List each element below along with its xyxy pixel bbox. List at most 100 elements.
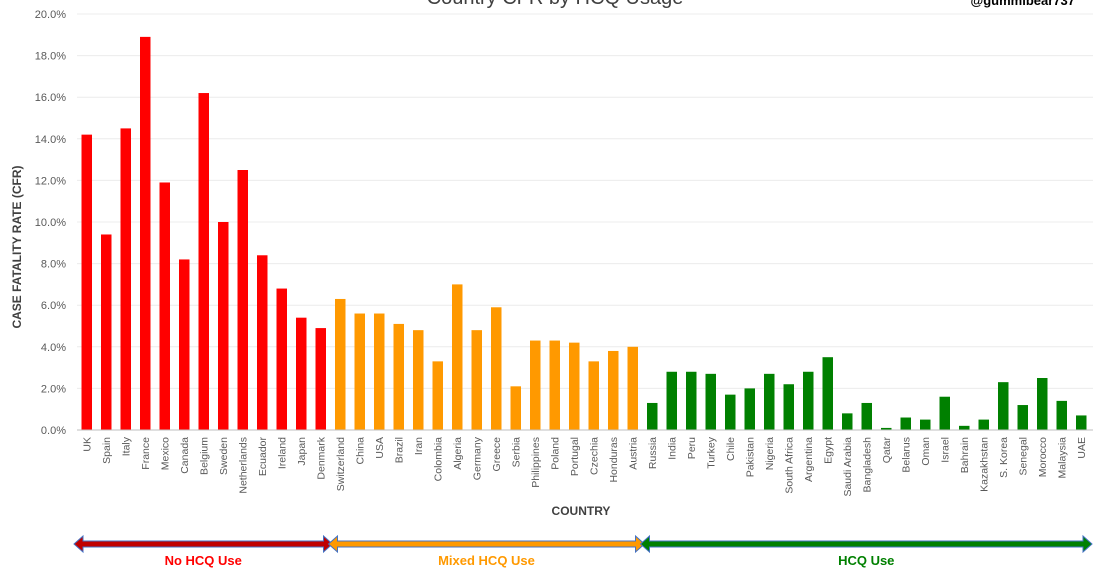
group-arrow-none	[73, 534, 334, 554]
bar	[783, 384, 794, 430]
x-tick-label: Brazil	[393, 437, 405, 463]
y-tick-label: 6.0%	[41, 300, 66, 312]
bar	[608, 350, 619, 430]
x-tick-label: China	[354, 437, 366, 465]
bar	[764, 373, 775, 430]
x-tick-label: Belarus	[900, 437, 912, 473]
x-tick-label: Iran	[413, 437, 425, 455]
x-tick-label: Portugal	[569, 437, 581, 476]
x-tick-label: Peru	[686, 437, 698, 459]
x-tick-label: Algeria	[452, 437, 464, 470]
x-tick-label: Nigeria	[764, 437, 776, 470]
x-tick-label: Saudi Arabia	[842, 437, 854, 497]
x-tick-label: Argentina	[803, 437, 815, 482]
x-tick-label: Belgium	[198, 437, 210, 475]
bar	[686, 371, 697, 430]
bar	[1037, 378, 1048, 430]
x-tick-label: USA	[374, 437, 386, 459]
x-tick-label: Malaysia	[1056, 437, 1068, 479]
bar	[1056, 400, 1067, 430]
bar	[120, 128, 131, 430]
bar	[1017, 405, 1028, 430]
x-tick-label: Japan	[296, 437, 308, 466]
bar	[861, 402, 872, 430]
x-tick-label: Italy	[120, 436, 132, 456]
gridlines	[77, 13, 1093, 389]
x-tick-label: Qatar	[881, 437, 893, 464]
x-tick-label: Oman	[920, 437, 932, 466]
bar	[725, 394, 736, 430]
x-tick-label: Morocco	[1037, 437, 1049, 477]
bar	[237, 170, 248, 430]
bar	[959, 425, 970, 430]
bar	[530, 340, 541, 430]
y-tick-label: 0.0%	[41, 425, 66, 437]
bar	[452, 284, 463, 430]
x-tick-label: Philippines	[530, 437, 542, 488]
bar	[413, 330, 424, 430]
bar	[159, 182, 170, 430]
y-tick-label: 16.0%	[35, 92, 66, 104]
x-tick-label: Austria	[627, 437, 639, 470]
y-tick-label: 20.0%	[35, 9, 66, 21]
x-tick-label: Mexico	[159, 437, 171, 470]
bar	[179, 259, 190, 430]
x-tick-label: Bangladesh	[861, 437, 873, 493]
bar	[432, 361, 443, 430]
y-tick-label: 4.0%	[41, 342, 66, 354]
x-axis-labels: UK Spain Italy France Mexico Canada Belgium Swe…	[81, 436, 1088, 497]
x-tick-label: Ecuador	[257, 436, 269, 476]
bar	[705, 373, 716, 430]
bar	[569, 342, 580, 430]
x-axis-title: COUNTRY	[552, 504, 611, 518]
bar	[842, 413, 853, 430]
bar	[920, 419, 931, 430]
x-tick-label: India	[666, 437, 678, 460]
x-tick-label: Chile	[725, 437, 737, 461]
x-tick-label: Spain	[101, 437, 113, 464]
y-tick-label: 10.0%	[35, 217, 66, 229]
group-label-none: No HCQ Use	[165, 553, 242, 568]
y-tick-label: 14.0%	[35, 134, 66, 146]
bar	[101, 234, 112, 430]
x-tick-label: Czechia	[588, 437, 600, 475]
bar	[998, 382, 1009, 430]
x-tick-label: Egypt	[822, 437, 834, 464]
bar	[491, 307, 502, 430]
x-tick-label: Greece	[491, 437, 503, 472]
bar	[822, 357, 833, 430]
bar	[1076, 415, 1087, 430]
x-tick-label: Poland	[549, 437, 561, 470]
bar	[744, 388, 755, 430]
bar	[198, 93, 209, 430]
x-tick-label: Russia	[647, 437, 659, 469]
x-tick-label: Serbia	[510, 437, 522, 468]
bars	[81, 36, 1087, 430]
y-axis-title: CASE FATALITY RATE (CFR)	[10, 165, 24, 328]
y-tick-label: 2.0%	[41, 383, 66, 395]
x-tick-label: Israel	[939, 437, 951, 463]
x-tick-label: Germany	[471, 436, 483, 480]
bar	[549, 340, 560, 430]
bar	[939, 396, 950, 430]
credit-handle: @gummibear737	[971, 0, 1075, 8]
bar	[471, 330, 482, 430]
bar	[257, 255, 268, 430]
y-tick-label: 8.0%	[41, 259, 66, 271]
bar	[374, 313, 385, 430]
bar	[335, 298, 346, 430]
bar	[900, 417, 911, 430]
bar	[393, 323, 404, 430]
y-tick-label: 18.0%	[35, 51, 66, 63]
bar	[978, 419, 989, 430]
x-tick-label: Colombia	[432, 437, 444, 482]
y-tick-label: 12.0%	[35, 175, 66, 187]
bar	[881, 427, 892, 430]
bar	[218, 222, 229, 430]
x-tick-label: Pakistan	[744, 437, 756, 477]
bar	[647, 402, 658, 430]
x-tick-label: Senegal	[1017, 437, 1029, 476]
x-tick-label: Switzerland	[335, 437, 347, 491]
group-arrow-mixed	[327, 534, 646, 554]
x-tick-label: Bahrain	[959, 437, 971, 473]
